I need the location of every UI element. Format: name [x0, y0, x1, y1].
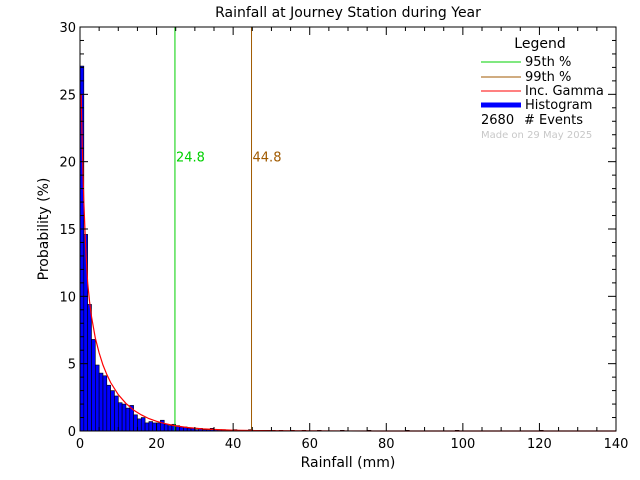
legend-entry-99th: 99th % — [525, 70, 571, 85]
x-tick-label: 60 — [301, 437, 318, 452]
legend: Legend 95th % 99th % Inc. Gamma Histogra… — [481, 36, 604, 141]
x-tick-label: 80 — [378, 437, 395, 452]
histogram-bar — [137, 418, 142, 432]
y-tick-label: 20 — [59, 156, 76, 171]
histogram-bar — [121, 403, 127, 432]
histogram-bar — [179, 426, 184, 432]
histogram-bar — [106, 384, 111, 432]
histogram-bars — [79, 65, 544, 432]
x-tick-label: 40 — [225, 437, 242, 452]
histogram-bar — [140, 417, 146, 432]
y-tick-label: 25 — [59, 88, 76, 103]
made-on-stamp: Made on 29 May 2025 — [481, 130, 592, 141]
x-tick-label: 20 — [148, 437, 165, 452]
legend-entry-histogram: Histogram — [525, 98, 592, 113]
legend-entry-95th: 95th % — [525, 55, 571, 70]
histogram-bar — [160, 419, 165, 432]
histogram-bar — [95, 364, 100, 432]
x-axis-label: Rainfall (mm) — [301, 455, 396, 471]
percentile-label: 44.8 — [253, 151, 282, 166]
histogram-bar — [98, 372, 104, 432]
histogram-bar — [125, 407, 131, 432]
histogram-bar — [152, 422, 157, 432]
y-tick-label: 5 — [68, 358, 76, 373]
histogram-bar — [87, 304, 92, 432]
legend-title: Legend — [514, 36, 565, 52]
y-tick-label: 0 — [68, 425, 76, 440]
gamma-fit-curve — [80, 94, 616, 432]
x-tick-label: 100 — [450, 437, 475, 452]
y-axis-label: Probability (%) — [36, 178, 52, 281]
axis-ticks: 0 20 40 60 80 100 120 140 0 5 10 15 20 25 30 — [59, 21, 628, 452]
percentile-label: 24.8 — [176, 151, 205, 166]
histogram-bar — [110, 390, 115, 432]
histogram-bar — [144, 422, 150, 432]
x-tick-label: 120 — [527, 437, 552, 452]
x-tick-label: 0 — [76, 437, 84, 452]
events-label: # Events — [524, 113, 583, 128]
histogram-bar — [163, 423, 169, 432]
histogram-bar — [117, 402, 123, 432]
histogram-bar — [91, 339, 96, 432]
y-tick-label: 15 — [59, 223, 76, 238]
histogram-bar — [167, 425, 173, 432]
histogram-bar — [133, 414, 138, 432]
histogram-bar — [102, 375, 108, 432]
percentile-lines: 24.8 44.8 — [174, 27, 282, 431]
events-count: 2680 — [481, 113, 514, 128]
legend-entry-gamma: Inc. Gamma — [525, 84, 604, 99]
chart-title: Rainfall at Journey Station during Year — [215, 5, 481, 21]
x-tick-label: 140 — [604, 437, 629, 452]
y-tick-label: 30 — [59, 21, 76, 36]
histogram-bar — [156, 422, 161, 432]
y-tick-label: 10 — [59, 290, 76, 305]
histogram-bar — [114, 395, 119, 432]
histogram-bar — [148, 421, 154, 432]
